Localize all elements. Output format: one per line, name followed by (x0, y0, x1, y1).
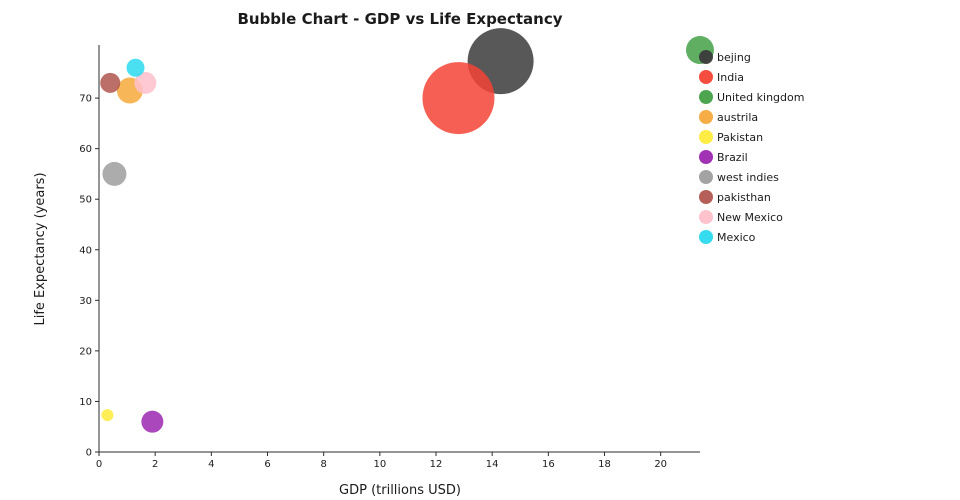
x-tick-label: 18 (598, 459, 611, 470)
bubble-brazil (141, 410, 164, 433)
x-tick-label: 8 (320, 459, 326, 470)
legend-label-west-indies: west indies (717, 171, 779, 184)
y-axis-label: Life Expectancy (years) (33, 172, 48, 325)
y-tick-label: 40 (79, 245, 92, 256)
x-tick-label: 16 (542, 459, 555, 470)
legend-marker-pakistan (699, 130, 713, 144)
x-tick-label: 6 (264, 459, 270, 470)
x-tick-label: 0 (96, 459, 102, 470)
x-tick-label: 10 (373, 459, 386, 470)
legend-label-new-mexico: New Mexico (717, 211, 783, 224)
axes-layer: 0 2 4 6 8 10 12 14 16 18 20 0 10 20 30 40 50 60 70 (79, 45, 700, 470)
x-tick-label: 12 (430, 459, 443, 470)
y-tick-label: 0 (86, 448, 92, 459)
legend-label-pakistan: Pakistan (717, 131, 763, 144)
legend-marker-india (699, 70, 713, 84)
bubble-india (422, 62, 495, 135)
legend-label-pakisthan: pakisthan (717, 191, 771, 204)
bubble-pakisthan (100, 72, 121, 93)
bubble-new-mexico (134, 71, 157, 94)
legend-label-mexico: Mexico (717, 231, 756, 244)
legend-label-india: India (717, 71, 744, 84)
legend-marker-pakisthan (699, 190, 713, 204)
legend-label-united-kingdom: United kingdom (717, 91, 804, 104)
y-tick-label: 60 (79, 144, 92, 155)
legend-marker-west-indies (699, 170, 713, 184)
legend-label-brazil: Brazil (717, 151, 748, 164)
y-tick-label: 50 (79, 195, 92, 206)
x-tick-label: 2 (152, 459, 158, 470)
legend-marker-bejing (699, 50, 713, 64)
x-tick-label: 14 (486, 459, 499, 470)
legend-label-bejing: bejing (717, 51, 751, 64)
legend-marker-united-kingdom (699, 90, 713, 104)
legend-marker-brazil (699, 150, 713, 164)
y-tick-label: 20 (79, 346, 92, 357)
legend-label-austrila: austrila (717, 111, 758, 124)
bubble-mexico (126, 58, 145, 77)
y-tick-label: 30 (79, 296, 92, 307)
bubble-west-indies (102, 161, 127, 186)
chart-title: Bubble Chart - GDP vs Life Expectancy (237, 10, 562, 28)
x-tick-label: 20 (654, 459, 667, 470)
x-tick-label: 4 (208, 459, 214, 470)
legend-marker-austrila (699, 110, 713, 124)
legend-marker-new-mexico (699, 210, 713, 224)
x-axis-label: GDP (trillions USD) (339, 483, 461, 498)
y-tick-label: 70 (79, 94, 92, 105)
legend-marker-mexico (699, 230, 713, 244)
bubble-pakistan (101, 409, 114, 422)
bubbles-layer (100, 28, 714, 433)
legend: bejing India United kingdom austrila Pakista… (699, 50, 804, 244)
y-tick-label: 10 (79, 397, 92, 408)
